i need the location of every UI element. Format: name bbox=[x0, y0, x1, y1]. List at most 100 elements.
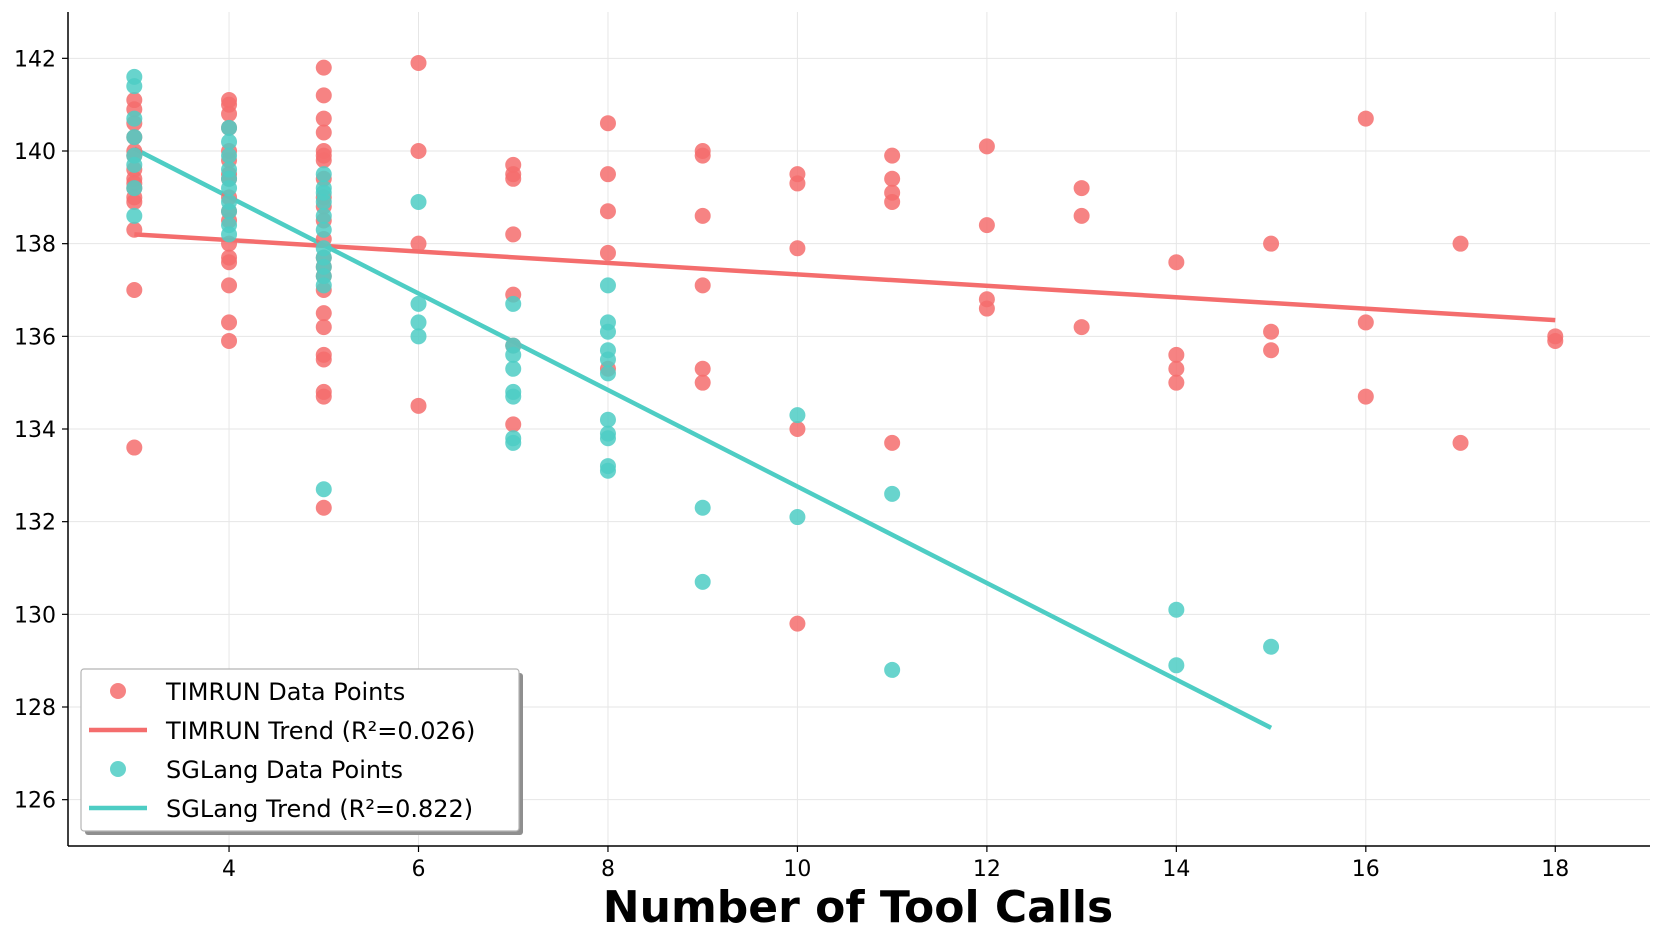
legend-label: SGLang Data Points bbox=[166, 756, 403, 784]
data-point bbox=[505, 434, 522, 451]
data-point bbox=[315, 207, 332, 224]
x-tick-label: 10 bbox=[783, 857, 811, 882]
y-tick-label: 142 bbox=[14, 47, 56, 72]
legend-marker bbox=[110, 761, 126, 777]
data-point bbox=[221, 147, 238, 164]
x-axis-title: Number of Tool Calls bbox=[603, 882, 1113, 933]
data-point bbox=[978, 138, 995, 155]
data-point bbox=[221, 119, 238, 136]
data-point bbox=[126, 221, 143, 238]
y-tick-label: 126 bbox=[14, 789, 56, 814]
data-point bbox=[126, 156, 143, 173]
data-point bbox=[1168, 360, 1185, 377]
data-point bbox=[410, 193, 427, 210]
data-point bbox=[1357, 110, 1374, 127]
data-point bbox=[410, 54, 427, 71]
x-tick-label: 4 bbox=[222, 857, 236, 882]
data-point bbox=[884, 434, 901, 451]
data-point bbox=[599, 115, 616, 132]
data-point bbox=[694, 147, 711, 164]
data-point bbox=[789, 175, 806, 192]
data-point bbox=[599, 365, 616, 382]
data-point bbox=[1357, 314, 1374, 331]
data-point bbox=[505, 388, 522, 405]
x-tick-label: 12 bbox=[973, 857, 1001, 882]
data-point bbox=[599, 277, 616, 294]
x-tick-label: 18 bbox=[1541, 857, 1569, 882]
trend-line bbox=[133, 146, 1273, 730]
data-point bbox=[315, 351, 332, 368]
data-point bbox=[315, 166, 332, 183]
data-point bbox=[1452, 434, 1469, 451]
data-point bbox=[1073, 207, 1090, 224]
data-point bbox=[505, 346, 522, 363]
data-point bbox=[789, 407, 806, 424]
data-point bbox=[410, 143, 427, 159]
data-point bbox=[315, 184, 332, 201]
data-point bbox=[410, 295, 427, 312]
data-point bbox=[221, 203, 238, 220]
data-point bbox=[789, 509, 806, 526]
data-point bbox=[221, 332, 238, 349]
data-point bbox=[884, 485, 901, 502]
data-point bbox=[315, 221, 332, 238]
data-point bbox=[221, 254, 238, 271]
data-point bbox=[599, 323, 616, 340]
data-point bbox=[410, 314, 427, 331]
legend-entry: SGLang Data Points bbox=[110, 756, 403, 784]
data-point bbox=[1452, 235, 1469, 252]
data-point bbox=[315, 110, 332, 127]
data-point bbox=[315, 499, 332, 516]
data-point bbox=[1073, 180, 1090, 197]
data-point bbox=[694, 360, 711, 377]
x-tick-label: 14 bbox=[1162, 857, 1190, 882]
data-point bbox=[694, 499, 711, 516]
data-point bbox=[221, 170, 238, 187]
data-point bbox=[315, 481, 332, 498]
data-point bbox=[126, 207, 143, 224]
data-point bbox=[884, 170, 901, 187]
data-point bbox=[978, 300, 995, 317]
data-point bbox=[126, 78, 143, 95]
data-point bbox=[126, 129, 143, 146]
trend-lines bbox=[133, 146, 1556, 730]
data-point bbox=[315, 319, 332, 336]
series-0-points bbox=[126, 54, 1564, 753]
y-tick-label: 136 bbox=[14, 325, 56, 350]
y-tick-label: 138 bbox=[14, 233, 56, 258]
legend-box bbox=[80, 668, 520, 832]
grid-lines bbox=[68, 12, 1650, 846]
data-point bbox=[221, 133, 238, 150]
legend-label: TIMRUN Trend (R²=0.026) bbox=[165, 717, 475, 745]
data-point bbox=[884, 193, 901, 210]
data-point bbox=[221, 277, 238, 294]
data-point bbox=[694, 573, 711, 590]
data-points bbox=[126, 54, 1564, 753]
data-point bbox=[315, 277, 332, 294]
legend-label: TIMRUN Data Points bbox=[165, 678, 405, 706]
y-tick-label: 140 bbox=[14, 140, 56, 165]
data-point bbox=[978, 217, 995, 234]
data-point bbox=[126, 110, 143, 127]
data-point bbox=[789, 240, 806, 257]
data-point bbox=[1073, 319, 1090, 336]
data-point bbox=[1168, 374, 1185, 391]
data-point bbox=[789, 421, 806, 437]
data-point bbox=[221, 226, 238, 243]
data-point bbox=[221, 105, 238, 122]
y-tick-label: 128 bbox=[14, 696, 56, 721]
data-point bbox=[315, 305, 332, 322]
data-point bbox=[1357, 388, 1374, 405]
data-point bbox=[1263, 323, 1280, 340]
data-point bbox=[789, 615, 806, 632]
data-point bbox=[126, 439, 143, 456]
data-point bbox=[505, 226, 522, 243]
data-point bbox=[599, 351, 616, 368]
legend: TIMRUN Data Points TIMRUN Trend (R²=0.026… bbox=[80, 668, 523, 835]
data-point bbox=[315, 124, 332, 141]
data-point bbox=[315, 388, 332, 405]
y-tick-label: 134 bbox=[14, 418, 56, 443]
y-axis-ticks: 126 128 130 132 134 136 138 140 142 bbox=[14, 47, 68, 814]
data-point bbox=[126, 282, 143, 298]
